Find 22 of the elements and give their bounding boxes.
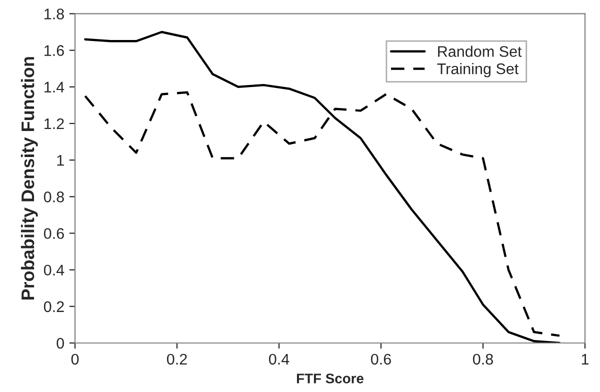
x-tick-label: 0	[71, 354, 79, 365]
y-tick-label: 1	[57, 155, 64, 166]
y-axis-title: Probability Density Function	[20, 57, 38, 300]
x-tick-label: 0.2	[166, 354, 187, 365]
y-tick-label: 1.8	[44, 8, 64, 20]
y-tick-label: 1.2	[44, 118, 64, 130]
x-tick-label: 0.8	[472, 354, 493, 365]
x-tick-label: 0.6	[370, 354, 391, 365]
x-tick-label: 1	[582, 354, 589, 364]
y-tick-label: 0.4	[44, 264, 64, 276]
line-series	[84, 91, 561, 337]
y-tick-label: 0.2	[44, 301, 64, 312]
legend-label: Training Set	[437, 62, 519, 78]
y-tick-label: 0.6	[44, 228, 64, 239]
y-tick-label: 0.8	[44, 192, 64, 202]
y-tick-label: 1.4	[44, 82, 64, 92]
x-axis-title: FTF Score	[296, 374, 364, 384]
y-tick-label: 1.6	[44, 45, 64, 56]
y-tick-label: 0	[56, 338, 64, 349]
legend-label: Random Set	[438, 46, 522, 57]
line-series	[84, 30, 561, 343]
x-tick-label: 0.4	[268, 354, 290, 365]
